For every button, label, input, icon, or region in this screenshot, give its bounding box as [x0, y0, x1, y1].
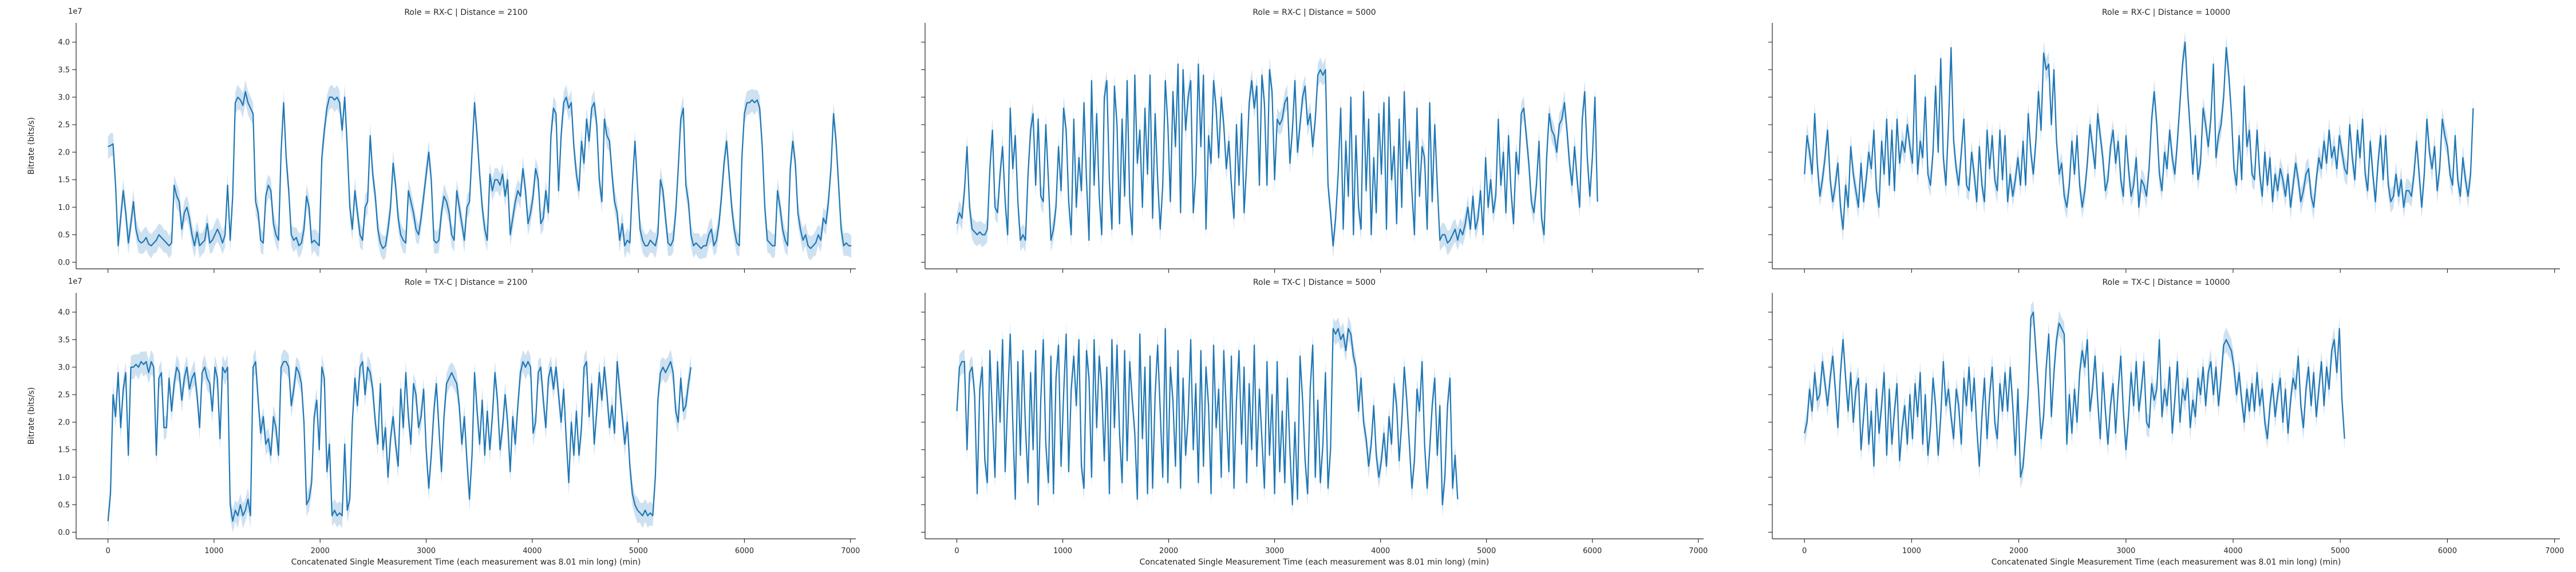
y-offset-label: 1e7 — [68, 7, 82, 16]
x-tick-label: 6000 — [1583, 547, 1602, 555]
panel-title: Role = TX-C | Distance = 5000 — [1253, 278, 1376, 287]
x-tick-label: 7000 — [1689, 547, 1708, 555]
x-tick-label: 7000 — [841, 547, 860, 555]
y-tick-label: 0.0 — [58, 259, 70, 267]
y-tick-label: 3.5 — [58, 66, 70, 74]
y-tick-label: 4.0 — [58, 308, 70, 317]
series-line — [108, 91, 852, 249]
x-tick-label: 5000 — [1477, 547, 1496, 555]
y-tick-label: 1.5 — [58, 176, 70, 185]
x-tick-label: 0 — [954, 547, 959, 555]
x-tick-label: 4000 — [2223, 547, 2242, 555]
y-tick-label: 1.5 — [58, 446, 70, 455]
x-tick-label: 2000 — [1159, 547, 1178, 555]
panel-title: Role = TX-C | Distance = 10000 — [2102, 278, 2230, 287]
series-line — [107, 361, 692, 522]
confidence-band — [957, 51, 1598, 258]
y-axis-label: Bitrate (bits/s) — [27, 387, 36, 444]
x-tick-label: 5000 — [2331, 547, 2350, 555]
y-tick-label: 2.5 — [58, 391, 70, 399]
series-line — [1804, 311, 2345, 478]
y-tick-label: 0.0 — [58, 529, 70, 537]
facet-panel-2: Role = RX-C | Distance = 5000 — [921, 8, 1704, 273]
x-axis-label: Concatenated Single Measurement Time (ea… — [1140, 558, 1490, 567]
confidence-band — [1804, 31, 2474, 241]
x-tick-label: 3000 — [417, 547, 436, 555]
y-tick-label: 3.0 — [58, 363, 70, 372]
series-line — [956, 328, 1459, 506]
x-tick-label: 1000 — [1053, 547, 1072, 555]
y-tick-label: 3.0 — [58, 93, 70, 102]
y-offset-label: 1e7 — [68, 277, 82, 286]
x-tick-label: 6000 — [735, 547, 754, 555]
x-tick-label: 4000 — [523, 547, 542, 555]
x-axis-label: Concatenated Single Measurement Time (ea… — [291, 558, 641, 567]
x-tick-label: 1000 — [1902, 547, 1921, 555]
y-axis-label: Bitrate (bits/s) — [27, 117, 36, 174]
panel-title: Role = TX-C | Distance = 2100 — [405, 278, 527, 287]
x-tick-label: 3000 — [1265, 547, 1284, 555]
x-tick-label: 2000 — [311, 547, 330, 555]
facet-panel-5: Role = TX-C | Distance = 5000 0 1000 2000 30… — [921, 278, 1708, 567]
x-tick-label: 6000 — [2438, 547, 2457, 555]
y-tick-label: 1.0 — [58, 204, 70, 212]
x-tick-label: 1000 — [204, 547, 223, 555]
series-line — [956, 63, 1598, 247]
x-tick-label: 0 — [105, 547, 110, 555]
series-line — [1804, 41, 2474, 230]
facet-panel-1: Role = RX-C | Distance = 2100 0.0 0.5 1.0 1.… — [27, 7, 856, 273]
y-tick-label: 2.0 — [58, 419, 70, 427]
x-tick-label: 4000 — [1371, 547, 1390, 555]
y-tick-label: 2.5 — [58, 121, 70, 129]
y-tick-label: 1.0 — [58, 474, 70, 482]
facet-panel-4: Role = TX-C | Distance = 2100 0 1000 2000 30… — [27, 277, 860, 567]
y-tick-label: 0.5 — [58, 231, 70, 240]
x-tick-label: 0 — [1802, 547, 1807, 555]
x-axis-label: Concatenated Single Measurement Time (ea… — [1992, 558, 2341, 567]
y-tick-label: 0.5 — [58, 501, 70, 510]
y-tick-label: 4.0 — [58, 38, 70, 47]
x-tick-label: 5000 — [629, 547, 648, 555]
facet-panel-3: Role = RX-C | Distance = 10000 — [1768, 8, 2560, 273]
panel-title: Role = RX-C | Distance = 2100 — [404, 8, 527, 17]
x-tick-label: 7000 — [2545, 547, 2564, 555]
panel-title: Role = RX-C | Distance = 5000 — [1253, 8, 1376, 17]
x-tick-label: 3000 — [2116, 547, 2135, 555]
y-tick-label: 2.0 — [58, 149, 70, 157]
facet-panel-6: Role = TX-C | Distance = 10000 0 1000 2000 3… — [1768, 278, 2564, 567]
x-tick-label: 2000 — [2009, 547, 2028, 555]
y-tick-label: 3.5 — [58, 336, 70, 344]
panel-title: Role = RX-C | Distance = 10000 — [2102, 8, 2230, 17]
